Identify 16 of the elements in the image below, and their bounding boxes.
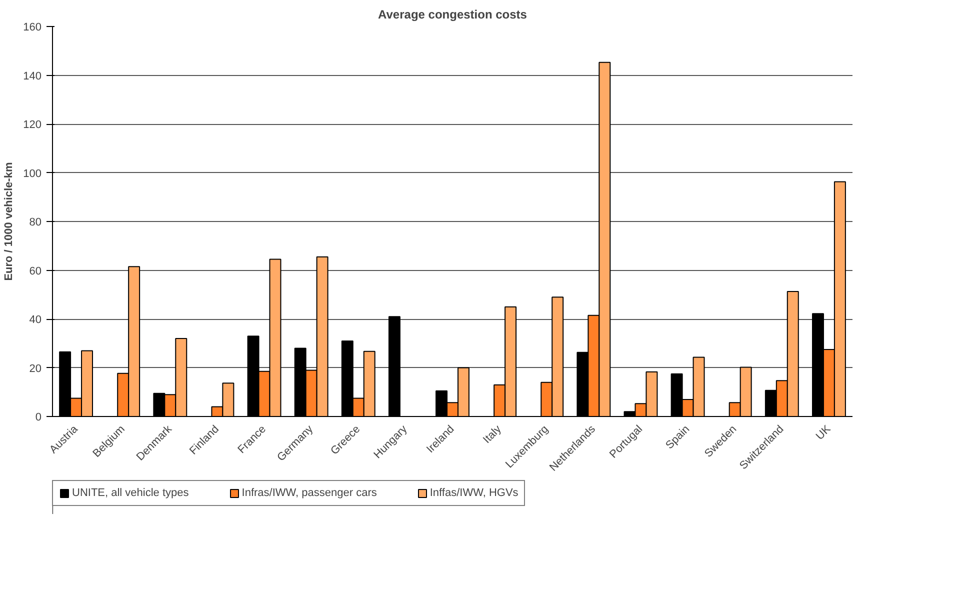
x-tick-label: UK: [814, 422, 834, 443]
y-tick-label: 100: [23, 168, 42, 180]
legend-label: Infras/IWW, passenger cars: [242, 487, 377, 499]
y-tick-label: 120: [23, 119, 42, 131]
chart-title: Average congestion costs: [378, 8, 528, 22]
y-tick-label: 160: [23, 22, 42, 34]
y-tick-label: 60: [29, 265, 42, 278]
x-tick-label: Italy: [481, 422, 504, 446]
y-tick-label: 40: [29, 314, 42, 326]
y-tick-label: 0: [35, 412, 42, 424]
y-tick-label: 20: [29, 362, 42, 375]
y-axis-title: Euro / 1000 vehicle-km: [3, 162, 16, 281]
y-tick-label: 140: [23, 70, 42, 82]
legend-label: UNITE, all vehicle types: [72, 487, 189, 499]
legend-label: Inffas/IWW, HGVs: [430, 487, 518, 499]
y-tick-label: 80: [29, 216, 42, 228]
